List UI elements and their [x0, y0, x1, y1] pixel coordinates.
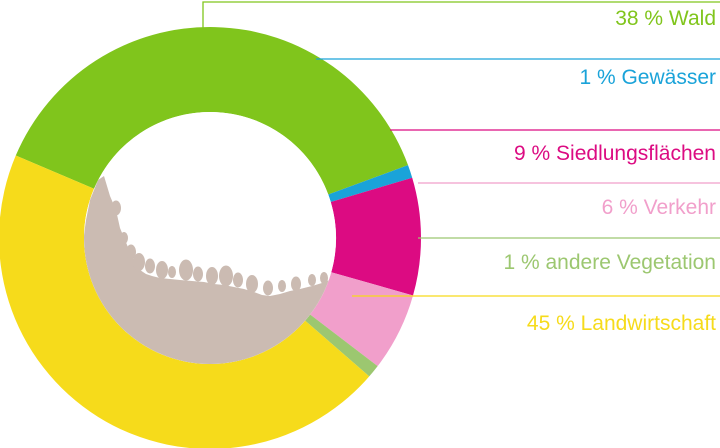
- tree-icon: [133, 253, 145, 271]
- label-andere-vegetation: 1 % andere Vegetation: [503, 251, 716, 274]
- slice-wald: [15, 26, 409, 195]
- tree-icon: [206, 267, 218, 285]
- tree-icon: [145, 258, 155, 274]
- tree-icon: [233, 272, 243, 288]
- tree-icon: [308, 274, 316, 286]
- slice-gewaesser: [328, 165, 413, 203]
- tree-icon: [320, 272, 328, 284]
- label-landwirtschaft: 45 % Landwirtschaft: [527, 312, 716, 335]
- tree-icon: [111, 200, 121, 216]
- tree-icon: [156, 261, 168, 279]
- tree-icon: [278, 280, 286, 292]
- slice-siedlungsflaechen: [330, 177, 421, 296]
- landscape-hill: [84, 176, 336, 364]
- tree-icon: [291, 276, 301, 292]
- tree-icon: [263, 280, 273, 296]
- label-wald: 38 % Wald: [615, 7, 716, 30]
- slice-landwirtschaft: [0, 155, 370, 448]
- tree-icon: [168, 266, 176, 278]
- tree-icon: [219, 265, 233, 287]
- leader-line-wald: [202, 1, 720, 30]
- tree-icon: [126, 244, 136, 260]
- label-siedlungsflaechen: 9 % Siedlungsflächen: [514, 142, 716, 165]
- label-gewaesser: 1 % Gewässer: [579, 66, 716, 89]
- slice-andere-vegetation: [305, 314, 378, 377]
- tree-icon: [120, 232, 128, 244]
- tree-icon: [193, 266, 203, 282]
- label-verkehr: 6 % Verkehr: [602, 196, 716, 219]
- tree-icon: [179, 259, 193, 281]
- tree-icon: [246, 275, 258, 293]
- landscape-illustration: [84, 112, 336, 364]
